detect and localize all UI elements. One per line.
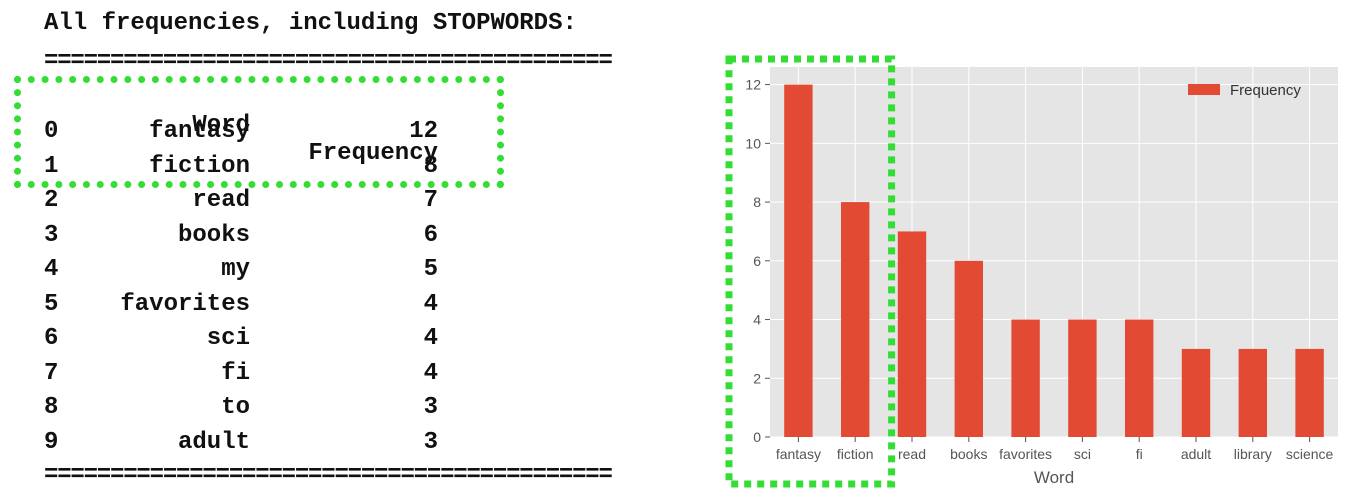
y-tick-label: 2 bbox=[753, 370, 761, 386]
bar-fiction bbox=[841, 202, 870, 437]
row-word: fantasy bbox=[149, 118, 250, 145]
separator-bottom: ========================================… bbox=[44, 462, 613, 489]
table-header: Word Frequency bbox=[0, 84, 700, 167]
row-frequency: 8 bbox=[423, 152, 438, 180]
table-row: 4 my 5 bbox=[0, 256, 700, 284]
row-word: adult bbox=[177, 428, 250, 456]
bars bbox=[784, 84, 1324, 437]
console-heading: All frequencies, including STOPWORDS: bbox=[44, 10, 577, 37]
bar-chart: 0 2 4 6 8 10 12 fantasy fiction read books favorit… bbox=[725, 55, 1338, 488]
row-word: fi bbox=[221, 359, 250, 387]
table-row: 3 books 6 bbox=[0, 222, 700, 250]
y-tick-label: 8 bbox=[753, 194, 761, 210]
x-tick-label: adult bbox=[1181, 446, 1211, 462]
bar-science bbox=[1295, 348, 1324, 437]
x-tick-label: fiction bbox=[837, 446, 874, 462]
bar-read bbox=[897, 231, 927, 437]
y-tick-label: 0 bbox=[753, 429, 761, 445]
y-tick-label: 12 bbox=[745, 77, 761, 93]
row-word: books bbox=[177, 221, 250, 249]
y-tick-label: 10 bbox=[745, 135, 761, 151]
x-tick-label: sci bbox=[1074, 446, 1091, 462]
row-index: 5 bbox=[44, 290, 59, 318]
row-index: 2 bbox=[44, 187, 59, 214]
x-tick-label: fi bbox=[1136, 446, 1143, 462]
row-index: 4 bbox=[44, 256, 59, 283]
x-tick-label: favorites bbox=[999, 446, 1052, 462]
table-row: 5 favorites 4 bbox=[0, 291, 700, 319]
bar-favorites bbox=[1011, 319, 1040, 437]
row-frequency: 5 bbox=[423, 256, 438, 283]
legend-swatch bbox=[1188, 84, 1220, 95]
y-tick-label: 6 bbox=[753, 253, 761, 269]
row-frequency: 3 bbox=[423, 394, 438, 421]
row-word: sci bbox=[206, 325, 250, 352]
row-frequency: 7 bbox=[423, 187, 438, 214]
row-frequency: 6 bbox=[423, 221, 438, 249]
x-axis: fantasy fiction read books favorites sci fi adu… bbox=[776, 437, 1334, 462]
legend: Frequency bbox=[1188, 82, 1301, 99]
row-index: 9 bbox=[44, 428, 59, 456]
bar-sci bbox=[1068, 319, 1097, 437]
x-tick-label: library bbox=[1234, 446, 1272, 462]
x-axis-label: Word bbox=[1034, 468, 1074, 487]
table-row: 9 adult 3 bbox=[0, 429, 700, 457]
row-frequency: 12 bbox=[409, 118, 438, 145]
row-index: 3 bbox=[44, 221, 59, 249]
console-output: All frequencies, including STOPWORDS: ==… bbox=[0, 10, 700, 489]
row-index: 8 bbox=[44, 394, 59, 421]
row-frequency: 4 bbox=[423, 359, 438, 387]
highlight-box-chart bbox=[725, 55, 896, 488]
table-row: 8 to 3 bbox=[0, 394, 700, 422]
bar-adult bbox=[1181, 348, 1211, 437]
legend-label-frequency: Frequency bbox=[1230, 82, 1301, 99]
row-index: 7 bbox=[44, 359, 59, 387]
table-row: 7 fi 4 bbox=[0, 360, 700, 388]
row-word: my bbox=[221, 256, 250, 283]
row-frequency: 4 bbox=[423, 290, 438, 318]
column-header-frequency: Frequency bbox=[308, 140, 438, 167]
column-header-word: Word bbox=[192, 112, 250, 139]
bar-fi bbox=[1125, 319, 1154, 437]
row-index: 1 bbox=[44, 152, 59, 180]
row-word: favorites bbox=[120, 290, 250, 318]
x-tick-label: science bbox=[1286, 446, 1334, 462]
bar-fantasy bbox=[784, 84, 813, 437]
x-tick-label: books bbox=[950, 446, 987, 462]
row-frequency: 3 bbox=[423, 428, 438, 456]
x-tick-label: fantasy bbox=[776, 446, 821, 462]
table-row: 0 fantasy 12 bbox=[0, 118, 700, 146]
row-frequency: 4 bbox=[423, 325, 438, 352]
separator-top: ========================================… bbox=[44, 48, 613, 75]
table-row: 2 read 7 bbox=[0, 187, 700, 215]
x-tick-label: read bbox=[898, 446, 926, 462]
table-row: 6 sci 4 bbox=[0, 325, 700, 353]
y-axis: 0 2 4 6 8 10 12 bbox=[745, 77, 770, 445]
bar-library bbox=[1238, 348, 1267, 437]
row-word: to bbox=[221, 394, 250, 421]
row-word: read bbox=[192, 187, 250, 214]
highlight-box-table bbox=[14, 76, 504, 188]
row-index: 6 bbox=[44, 325, 59, 352]
bar-books bbox=[954, 260, 983, 437]
table-row: 1 fiction 8 bbox=[0, 153, 700, 181]
y-tick-label: 4 bbox=[753, 312, 761, 328]
row-index: 0 bbox=[44, 118, 59, 145]
row-word: fiction bbox=[149, 152, 250, 180]
